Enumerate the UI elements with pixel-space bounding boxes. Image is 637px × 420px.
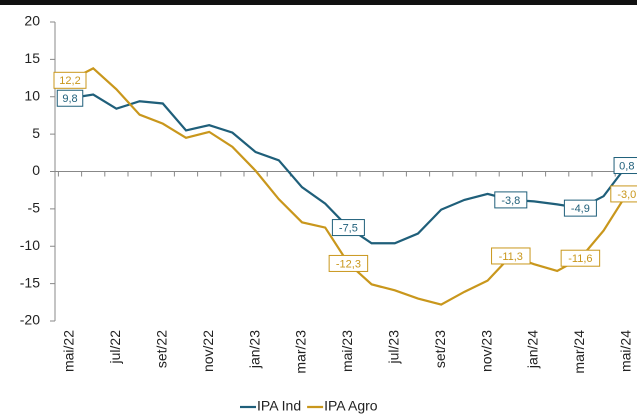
x-tick-label: jul/22 (107, 330, 123, 365)
top-bar (0, 0, 637, 5)
value-label-box (563, 199, 597, 217)
x-tick-label: nov/22 (200, 330, 216, 372)
x-tick-label: mar/23 (293, 330, 309, 374)
y-tick-label: -20 (20, 312, 40, 328)
y-tick-label: 20 (24, 13, 40, 29)
value-label: -7,5 (339, 222, 358, 234)
value-label-box (331, 219, 365, 237)
x-tick-label: mai/23 (339, 330, 355, 372)
legend-label: IPA Ind (257, 398, 301, 414)
y-tick-label: -5 (28, 200, 41, 216)
y-tick-label: 5 (32, 125, 40, 141)
x-tick-label: jul/23 (386, 330, 402, 365)
x-tick-label: jan/23 (246, 330, 262, 369)
y-tick-label: 15 (24, 50, 40, 66)
value-label-box (328, 254, 369, 272)
x-tick-label: set/23 (432, 330, 448, 368)
value-label-box (491, 247, 531, 265)
value-label: -11,3 (499, 251, 523, 263)
y-tick-label: 10 (24, 87, 40, 103)
y-tick-label: -10 (20, 237, 40, 253)
x-tick-label: mar/24 (571, 330, 587, 374)
value-label: 9,8 (62, 93, 77, 105)
x-tick-label: mai/24 (618, 330, 634, 372)
value-label: -11,6 (568, 253, 592, 265)
value-label-box (494, 191, 528, 209)
value-label-box (56, 89, 84, 107)
x-tick-label: mai/22 (61, 330, 77, 372)
x-tick-label: set/22 (154, 330, 170, 368)
legend-label: IPA Agro (324, 398, 378, 414)
value-label: 12,2 (59, 75, 80, 87)
value-label: -3,0 (617, 189, 636, 201)
value-label-box (613, 157, 637, 175)
value-label: -3,8 (501, 195, 520, 207)
value-label: -4,9 (571, 203, 590, 215)
value-label: 0,8 (619, 160, 634, 172)
y-tick-label: -15 (20, 274, 40, 290)
value-label-box (53, 71, 87, 89)
value-label-box (560, 249, 601, 267)
y-tick-label: 0 (32, 162, 40, 178)
x-tick-label: nov/23 (478, 330, 494, 372)
value-label-box (610, 185, 637, 203)
value-label: -12,3 (336, 258, 361, 270)
x-tick-label: jan/24 (525, 330, 541, 369)
